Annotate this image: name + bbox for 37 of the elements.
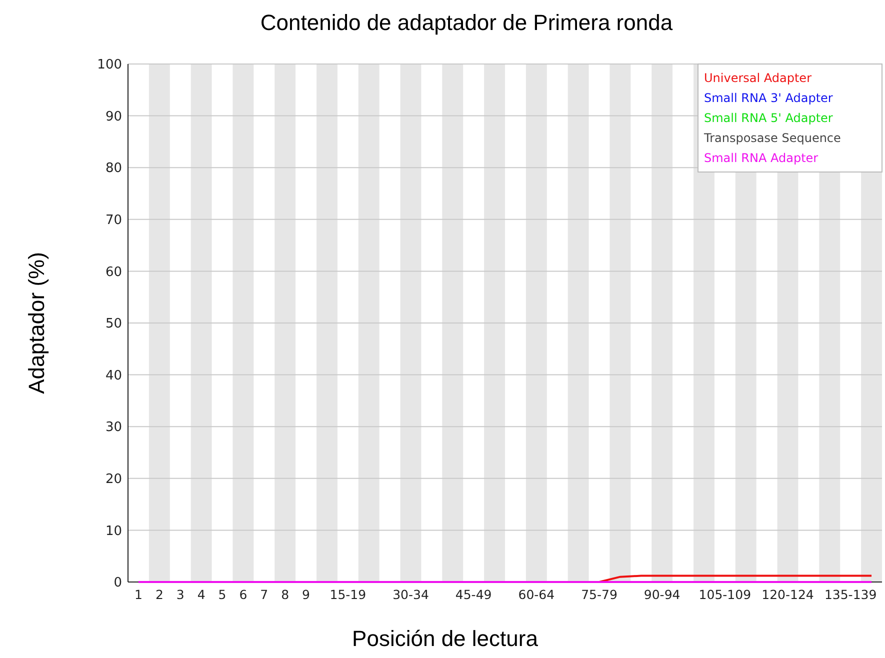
chart-title: Contenido de adaptador de Primera ronda <box>260 10 674 35</box>
x-tick-label: 60-64 <box>518 587 555 602</box>
y-tick-label: 50 <box>105 316 122 332</box>
y-axis-title: Adaptador (%) <box>24 252 49 394</box>
x-tick-label: 15-19 <box>330 587 366 602</box>
text: Universal Adapter <box>704 71 812 85</box>
y-tick-label: 20 <box>105 472 122 487</box>
x-tick-label: 4 <box>197 587 206 602</box>
x-tick-label: 7 <box>260 587 268 602</box>
x-tick-label: 8 <box>281 587 290 602</box>
y-tick-label: 90 <box>105 109 122 124</box>
x-tick-label: 5 <box>218 587 226 602</box>
x-tick-label: 30-34 <box>392 587 429 602</box>
y-tick-label: 40 <box>105 368 122 384</box>
x-tick-label: 75-79 <box>581 587 618 602</box>
y-tick-label: 80 <box>105 161 122 176</box>
x-tick-label: 6 <box>239 587 248 602</box>
text: Small RNA Adapter <box>704 151 818 165</box>
x-tick-label: 1 <box>134 587 142 602</box>
legend-label: Small RNA 3' Adapter <box>704 91 833 105</box>
x-tick-label: 9 <box>302 587 310 602</box>
x-axis-title: Posición de lectura <box>352 626 539 651</box>
y-tick-label: 100 <box>97 58 122 73</box>
x-tick-label: 105-109 <box>698 587 752 602</box>
y-tick-label: 30 <box>105 420 122 436</box>
y-tick-label: 0 <box>114 576 122 591</box>
legend-label: Small RNA 5' Adapter <box>704 111 833 125</box>
x-tick-label: 45-49 <box>455 587 492 602</box>
y-tick-label: 70 <box>105 212 122 228</box>
x-tick-label: 135-139 <box>824 587 877 602</box>
x-tick-label: 2 <box>155 587 164 602</box>
x-tick-label: 120-124 <box>762 587 814 602</box>
x-tick-label: 90-94 <box>644 587 680 602</box>
y-tick-label: 10 <box>105 524 122 539</box>
y-tick-label: 60 <box>105 264 122 280</box>
x-tick-label: 3 <box>176 587 184 602</box>
legend-label: Transposase Sequence <box>703 131 841 145</box>
